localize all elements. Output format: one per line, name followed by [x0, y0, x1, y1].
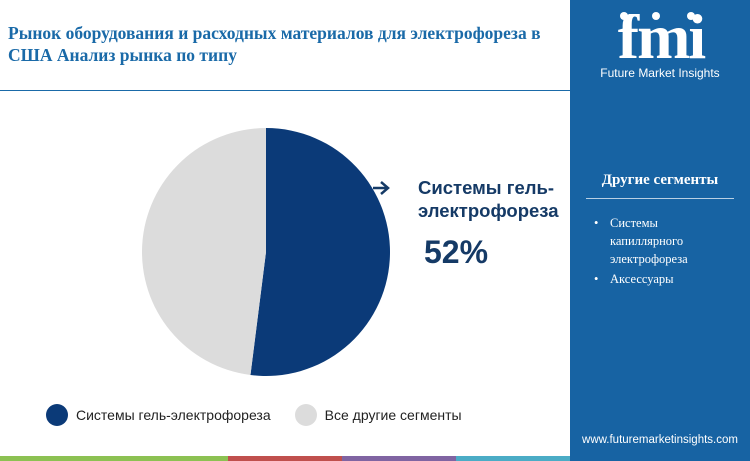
legend-item-primary: Системы гель-электрофореза	[46, 404, 271, 426]
callout-label: Системы гель-электрофореза	[418, 177, 559, 221]
bottom-color-bar	[0, 456, 570, 461]
pie-slice-0	[250, 128, 390, 376]
arrow-right-icon	[373, 181, 390, 195]
segments-divider	[586, 198, 734, 199]
title-divider	[0, 90, 570, 91]
other-segments-list: Системы капиллярного электрофореза Аксес…	[592, 214, 732, 290]
list-item: Системы капиллярного электрофореза	[592, 214, 732, 268]
legend-swatch-primary	[46, 404, 68, 426]
brand-name: Future Market Insights	[600, 66, 720, 80]
legend-label-primary: Системы гель-электрофореза	[76, 407, 271, 423]
legend-item-other: Все другие сегменты	[294, 404, 462, 426]
callout-value: 52%	[424, 234, 489, 270]
legend-swatch-other	[294, 404, 317, 426]
legend-label-other: Все другие сегменты	[324, 407, 462, 423]
pie-chart	[141, 128, 390, 376]
chart-legend: Системы гель-электрофореза Все другие се…	[46, 404, 476, 426]
other-segments-heading: Другие сегменты	[601, 172, 719, 188]
pie-slice-1	[141, 128, 266, 376]
sidebar: fmi Future Market Insights Другие сегмен…	[570, 0, 750, 461]
list-item: Аксессуары	[592, 270, 732, 288]
website-link[interactable]: www.futuremarketinsights.com	[582, 434, 738, 446]
page-title: Рынок оборудования и расходных материало…	[8, 23, 541, 65]
fmi-logo: fmi	[600, 6, 722, 66]
